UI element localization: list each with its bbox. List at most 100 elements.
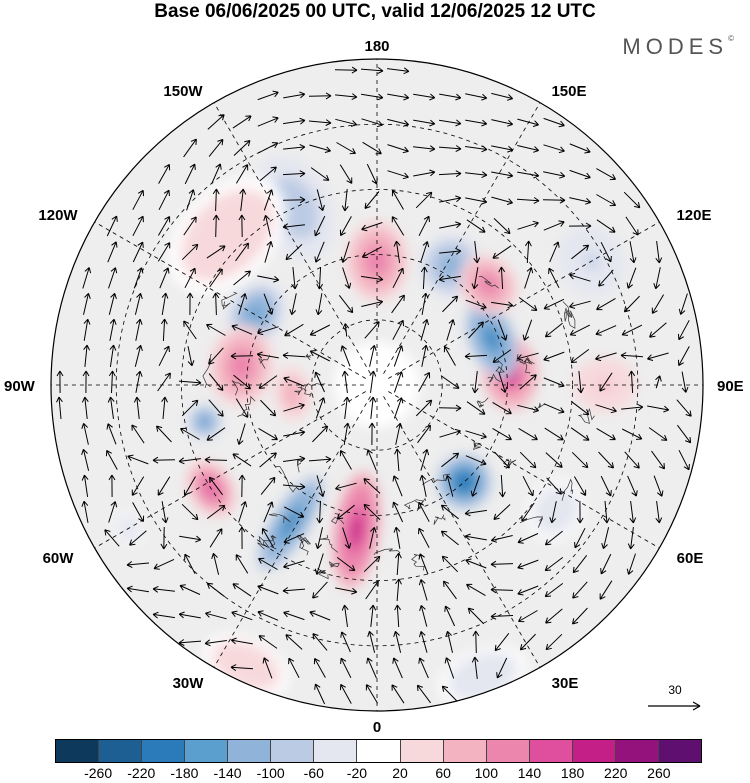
wind-arrow xyxy=(466,401,486,415)
wind-arrow xyxy=(417,424,431,444)
wind-arrow xyxy=(595,352,617,362)
wind-arrow xyxy=(518,610,538,623)
wind-arrow xyxy=(418,657,429,679)
wind-arrow xyxy=(316,266,324,290)
wind-arrow xyxy=(419,631,428,653)
wind-arrow xyxy=(231,610,253,621)
wind-arrow xyxy=(494,451,510,469)
wind-arrow xyxy=(418,527,430,548)
wind-arrow xyxy=(545,452,563,468)
wind-arrow xyxy=(464,352,488,360)
wind-arrow xyxy=(465,171,488,179)
wind-arrow xyxy=(464,509,487,517)
wind-arrow xyxy=(289,293,297,316)
wind-arrow xyxy=(209,528,223,548)
wind-arrow xyxy=(596,297,616,311)
wind-arrow xyxy=(126,561,150,568)
wind-arrow xyxy=(521,502,535,522)
wind-arrow xyxy=(522,475,534,497)
colorbar-tick-label: -140 xyxy=(213,765,242,781)
wind-arrow xyxy=(260,476,276,495)
colorbar-swatch xyxy=(99,740,143,762)
latitude-circle xyxy=(246,254,508,516)
wind-arrow xyxy=(316,500,324,524)
wind-arrow xyxy=(445,630,453,653)
wind-arrow xyxy=(153,558,175,570)
wind-arrow xyxy=(206,245,226,259)
reference-arrow-icon xyxy=(648,701,701,711)
wind-arrow xyxy=(498,371,508,393)
wind-arrow xyxy=(283,117,306,125)
wind-arrow xyxy=(439,195,462,203)
wind-arrow xyxy=(569,197,592,205)
wind-arrow xyxy=(308,456,332,463)
wind-arrow xyxy=(626,553,636,575)
wind-arrow xyxy=(335,482,357,491)
wind-arrow xyxy=(387,144,409,154)
wind-arrow xyxy=(283,376,305,387)
wind-arrow xyxy=(393,630,402,653)
wind-arrow xyxy=(208,476,223,496)
wind-arrow xyxy=(393,371,404,393)
colorbar-swatch xyxy=(615,740,659,762)
wind-arrow xyxy=(108,370,116,394)
wind-arrow xyxy=(419,474,427,497)
wind-arrow xyxy=(493,218,511,235)
lon-label-90e: 90E xyxy=(717,378,744,395)
wind-arrow xyxy=(368,422,376,446)
wind-arrow xyxy=(445,475,454,497)
wind-arrow xyxy=(363,478,381,494)
coastline xyxy=(294,384,303,396)
wind-arrow xyxy=(677,424,692,444)
wind-arrow xyxy=(395,578,402,602)
lon-label-120w: 120W xyxy=(38,207,78,224)
wind-arrow xyxy=(183,320,197,340)
wind-arrow xyxy=(440,530,459,546)
wind-arrow xyxy=(315,527,323,550)
wind-arrow xyxy=(108,267,118,289)
wind-arrow xyxy=(492,427,512,441)
wind-arrow xyxy=(360,67,384,74)
wind-arrow xyxy=(647,405,670,413)
wind-arrow xyxy=(369,370,377,393)
wind-arrow xyxy=(518,297,538,311)
colorbar-tick-label: -100 xyxy=(256,765,285,781)
colorbar-swatch xyxy=(228,740,272,762)
wind-arrow xyxy=(392,501,404,523)
wind-arrow xyxy=(651,450,665,470)
wind-arrow xyxy=(629,241,637,264)
wind-arrow xyxy=(283,506,305,518)
wind-arrow xyxy=(369,604,377,627)
wind-arrow xyxy=(574,527,586,549)
wind-arrow xyxy=(361,275,384,283)
wind-arrow xyxy=(161,396,168,420)
wind-arrow xyxy=(603,500,610,524)
wind-arrow xyxy=(596,194,617,207)
colorbar xyxy=(55,739,702,763)
wind-arrow xyxy=(181,399,199,417)
wind-arrow xyxy=(364,191,380,209)
wind-arrow xyxy=(369,396,377,419)
wind-arrow xyxy=(517,118,539,127)
wind-arrow xyxy=(394,448,401,472)
wind-vectors xyxy=(56,66,692,705)
reference-vector: 30 xyxy=(640,680,710,720)
wind-arrow xyxy=(208,138,224,157)
wind-arrow xyxy=(261,528,274,548)
wind-arrow xyxy=(178,457,201,465)
wind-arrow xyxy=(543,351,565,362)
wind-arrow xyxy=(625,216,639,236)
wind-arrow xyxy=(312,633,328,651)
wind-arrow xyxy=(340,683,352,704)
wind-arrow xyxy=(498,474,506,498)
wind-arrow xyxy=(135,370,143,393)
wind-arrow xyxy=(336,557,356,572)
wind-arrow xyxy=(152,585,175,593)
wind-arrow xyxy=(239,188,247,211)
coastline xyxy=(433,514,446,525)
colorbar-swatch xyxy=(357,740,401,762)
wind-arrow xyxy=(259,452,277,468)
wind-arrow xyxy=(312,581,328,599)
wind-arrow xyxy=(542,196,566,204)
wind-arrow xyxy=(132,215,144,237)
